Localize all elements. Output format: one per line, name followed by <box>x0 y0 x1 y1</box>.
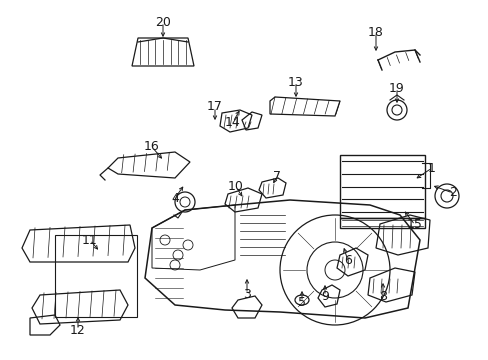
Text: 4: 4 <box>171 192 179 204</box>
Text: 3: 3 <box>243 288 250 301</box>
Text: 1: 1 <box>427 162 435 175</box>
Text: 12: 12 <box>70 324 86 337</box>
Text: 11: 11 <box>82 234 98 247</box>
Text: 14: 14 <box>224 116 241 129</box>
Bar <box>55 235 137 317</box>
Text: 17: 17 <box>206 100 223 113</box>
Text: 2: 2 <box>448 186 456 199</box>
Text: 5: 5 <box>297 296 305 309</box>
Text: 10: 10 <box>227 180 244 194</box>
Text: 18: 18 <box>367 26 383 39</box>
Text: 6: 6 <box>344 255 351 267</box>
Text: 15: 15 <box>406 219 422 231</box>
Text: 9: 9 <box>321 289 328 302</box>
Text: 16: 16 <box>144 140 160 153</box>
Text: 20: 20 <box>155 15 171 28</box>
Text: 8: 8 <box>378 289 386 302</box>
Text: 7: 7 <box>272 170 281 183</box>
Text: 13: 13 <box>287 76 303 89</box>
Text: 19: 19 <box>388 81 404 94</box>
